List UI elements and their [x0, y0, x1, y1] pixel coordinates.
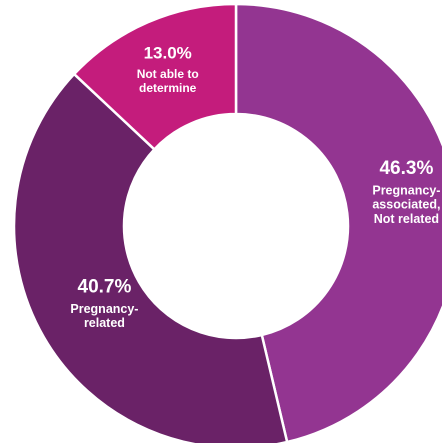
- slice-category-label: Pregnancy-: [372, 183, 440, 197]
- slice-labels: 46.3% Pregnancy-associated,Not related 40.…: [70, 43, 440, 330]
- slice-percent-label: 46.3%: [379, 158, 433, 179]
- slice-percent-label: 13.0%: [144, 43, 192, 62]
- slice-category-label: Not related: [374, 212, 439, 226]
- slice-percent-label: 40.7%: [78, 276, 132, 297]
- slice-category-label: Not able to: [137, 67, 199, 81]
- donut-slice-2: [12, 72, 289, 443]
- donut-slice-1: [234, 2, 442, 443]
- slice-category-label: determine: [139, 81, 197, 95]
- donut-slices: [12, 2, 442, 443]
- donut-slice-3: [72, 2, 238, 152]
- slice-category-label: associated,: [372, 198, 440, 212]
- slice-category-label: Pregnancy-: [70, 302, 138, 316]
- slice-category-label: related: [84, 316, 125, 330]
